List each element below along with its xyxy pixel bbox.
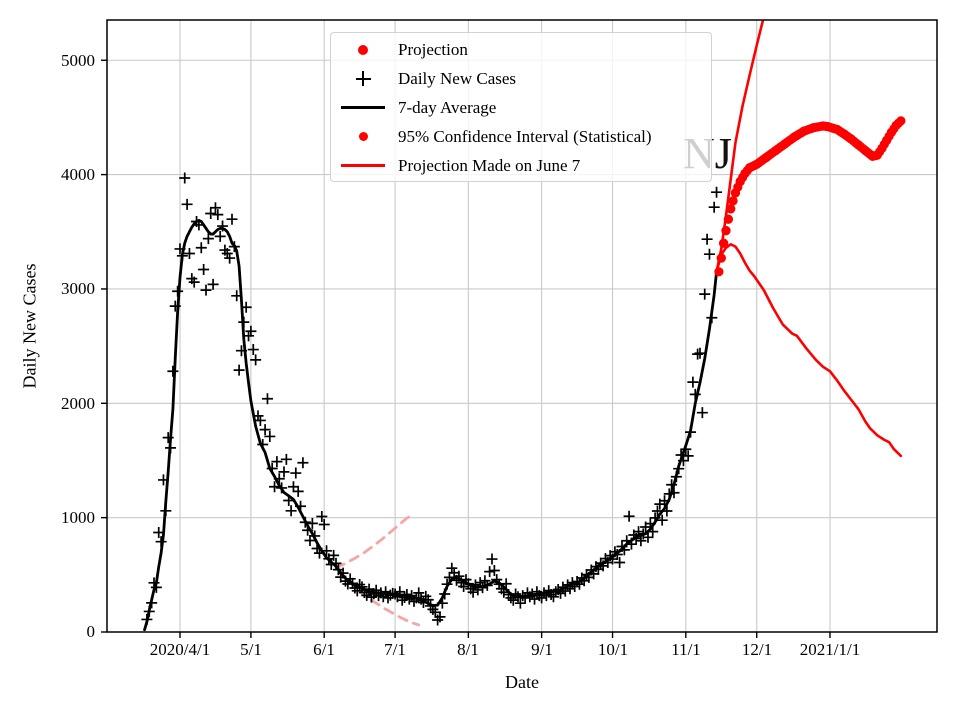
x-axis-title: Date [505,672,539,692]
x-tick-label: 7/1 [384,640,406,659]
red-line-icon [338,164,388,167]
x-tick-label: 12/1 [741,640,773,659]
x-tick-label: 5/1 [240,640,262,659]
x-tick-label: 9/1 [531,640,553,659]
x-tick-label: 2020/4/1 [149,640,211,659]
x-tick-label: 10/1 [597,640,629,659]
legend-row: Projection [338,35,711,64]
y-tick-label: 5000 [61,51,95,70]
projection-dot-icon [338,44,388,55]
legend-label: Projection [398,39,468,59]
legend-label: Projection Made on June 7 [398,155,581,175]
x-tick-label: 11/1 [671,640,701,659]
confidence-dot-icon [338,132,388,141]
y-tick-label: 4000 [61,165,95,184]
legend-label: Daily New Cases [398,68,517,88]
y-axis-title: Daily New Cases [19,263,40,389]
legend-row: Daily New Cases [338,64,711,93]
y-tick-label: 0 [86,622,96,641]
legend-row: 7-day Average [338,93,711,122]
plus-marker-icon [338,71,388,86]
x-tick-label: 6/1 [313,640,335,659]
legend-row: 95% Confidence Interval (Statistical) [338,122,711,151]
y-tick-label: 2000 [61,394,95,413]
legend-label: 7-day Average [398,97,497,117]
y-tick-label: 3000 [61,279,95,298]
black-line-icon [338,106,388,109]
legend-row: Projection Made on June 7 [338,151,711,180]
legend: Projection Daily New Cases 7-day Average… [330,32,712,182]
legend-label: 95% Confidence Interval (Statistical) [398,126,652,146]
x-tick-label: 2021/1/1 [799,640,861,659]
x-tick-label: 8/1 [457,640,479,659]
y-tick-label: 1000 [61,508,95,527]
